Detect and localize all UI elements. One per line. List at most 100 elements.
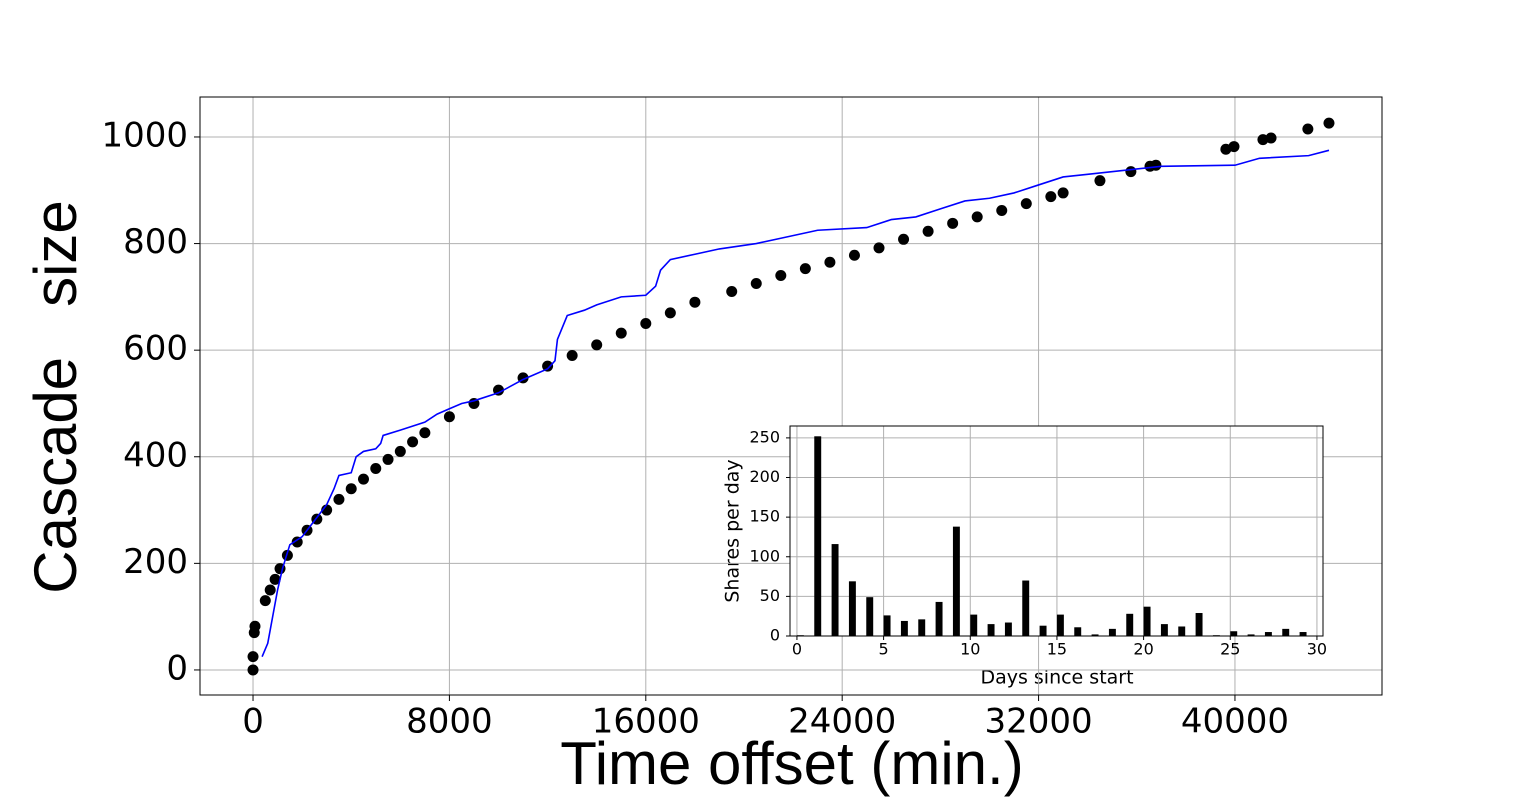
cascade-point xyxy=(996,205,1008,217)
bar xyxy=(1126,613,1134,636)
bar xyxy=(1264,632,1272,636)
bar xyxy=(866,597,874,636)
y-tick-label: 0 xyxy=(770,626,780,645)
bar xyxy=(1143,606,1151,636)
axes-frame xyxy=(789,425,1324,637)
cascade-point xyxy=(1323,117,1335,129)
cascade-point xyxy=(394,445,406,457)
x-tick-label: 40000 xyxy=(1181,702,1289,742)
cascade-point xyxy=(750,278,762,290)
bar xyxy=(918,619,926,636)
bar xyxy=(1056,614,1064,636)
cascade-point xyxy=(898,233,910,245)
y-tick-label: 200 xyxy=(123,542,188,582)
cascade-point xyxy=(1302,123,1314,135)
cascade-point xyxy=(1020,198,1032,210)
cascade-point xyxy=(1228,141,1240,153)
cascade-point xyxy=(419,427,431,439)
cascade-point xyxy=(947,217,959,229)
cascade-point xyxy=(443,411,455,423)
y-tick-label: 50 xyxy=(760,586,780,605)
cascade-point xyxy=(247,651,259,663)
cascade-point xyxy=(591,339,603,351)
x-tick-label: 0 xyxy=(242,702,264,742)
y-tick-label: 400 xyxy=(123,435,188,475)
x-tick-label: 8000 xyxy=(406,702,493,742)
x-tick-label: 24000 xyxy=(788,702,896,742)
cascade-line xyxy=(261,149,1330,657)
cascade-point xyxy=(799,263,811,275)
bar xyxy=(1247,634,1255,636)
cascade-point xyxy=(370,462,382,474)
cascade-point xyxy=(566,349,578,361)
x-axis-label: Time offset (min.) xyxy=(560,730,1023,797)
bar xyxy=(814,436,822,636)
inset-y-axis-label: Shares per day xyxy=(722,459,744,602)
cascade-point xyxy=(726,286,738,298)
x-tick-label: 30 xyxy=(1307,640,1327,659)
cascade-point xyxy=(848,249,860,261)
axes-frame xyxy=(199,96,1383,696)
x-tick-label: 10 xyxy=(960,640,980,659)
x-tick-label: 20 xyxy=(1133,640,1153,659)
cascade-point xyxy=(247,664,259,676)
bar xyxy=(1022,580,1030,636)
bar xyxy=(900,620,908,636)
cascade-point xyxy=(407,436,419,448)
cascade-point xyxy=(259,595,271,607)
cascade-point xyxy=(615,327,627,339)
bar xyxy=(1039,625,1047,636)
cascade-point xyxy=(824,256,836,268)
bar xyxy=(1091,634,1099,636)
bar xyxy=(1230,631,1238,636)
x-tick-label: 0 xyxy=(792,640,802,659)
bar xyxy=(1108,628,1116,636)
x-tick-label: 25 xyxy=(1220,640,1240,659)
bar xyxy=(848,581,856,636)
bar xyxy=(1160,624,1168,636)
y-tick-label: 0 xyxy=(166,648,188,688)
cascade-point xyxy=(1265,132,1277,144)
cascade-point xyxy=(922,225,934,237)
bar xyxy=(1004,622,1012,636)
bar xyxy=(970,614,978,636)
bar xyxy=(1074,627,1082,636)
cascade-point xyxy=(1045,191,1057,203)
bar xyxy=(831,544,839,636)
bar xyxy=(1282,628,1290,636)
cascade-point xyxy=(640,318,652,330)
bar xyxy=(1299,632,1307,636)
y-tick-label: 600 xyxy=(123,329,188,369)
cascade-point xyxy=(264,584,276,596)
y-axis-label: Cascade size xyxy=(22,200,89,594)
cascade-point xyxy=(873,242,885,254)
cascade-point xyxy=(689,296,701,308)
cascade-point xyxy=(775,270,787,282)
cascade-point xyxy=(664,307,676,319)
bar xyxy=(935,601,943,636)
cascade-point xyxy=(345,483,357,495)
x-tick-label: 15 xyxy=(1047,640,1067,659)
cascade-point xyxy=(249,620,261,632)
bar xyxy=(1195,613,1203,636)
y-tick-label: 200 xyxy=(749,467,780,486)
cascade-point xyxy=(1125,166,1137,178)
bar xyxy=(883,615,891,636)
bar xyxy=(987,624,995,636)
cascade-point xyxy=(1094,175,1106,187)
cascade-point xyxy=(971,211,983,223)
bar xyxy=(1178,626,1186,636)
cascade-point xyxy=(333,493,345,505)
y-tick-label: 150 xyxy=(749,507,780,526)
inset-x-axis-label: Days since start xyxy=(980,667,1133,689)
cascade-point xyxy=(1150,159,1162,171)
cascade-point xyxy=(291,536,303,548)
bar xyxy=(952,526,960,636)
y-tick-label: 100 xyxy=(749,546,780,565)
y-tick-label: 800 xyxy=(123,222,188,262)
y-tick-label: 1000 xyxy=(101,115,188,155)
cascade-point xyxy=(542,360,554,372)
cascade-point xyxy=(382,453,394,465)
